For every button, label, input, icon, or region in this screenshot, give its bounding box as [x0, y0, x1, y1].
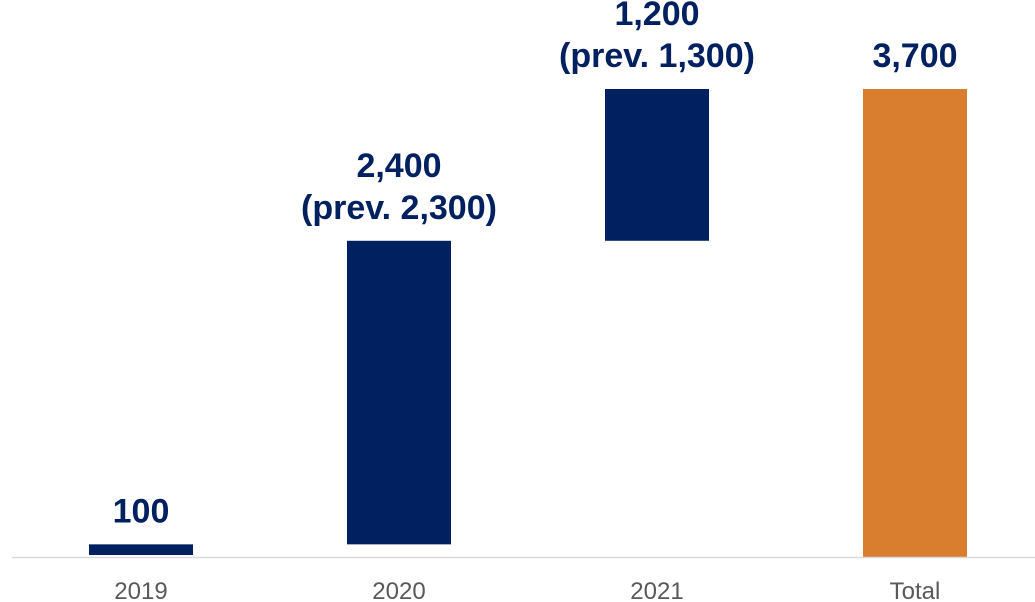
value-label-2021-prev: (prev. 1,300): [559, 37, 755, 75]
value-labels-group: 100 2,400 (prev. 2,300) 1,200 (prev. 1,300) 3…: [113, 0, 958, 530]
bar-total: [863, 89, 967, 557]
value-label-2021: 1,200: [614, 0, 699, 33]
value-label-2020-prev: (prev. 2,300): [301, 189, 497, 227]
value-label-2019: 100: [113, 492, 170, 530]
bar-2019: [89, 544, 193, 555]
bar-2021: [605, 89, 709, 241]
x-tick-label-2021: 2021: [630, 578, 683, 602]
x-tick-label-2020: 2020: [372, 578, 425, 602]
value-label-total: 3,700: [872, 37, 957, 75]
x-tick-label-2019: 2019: [114, 578, 167, 602]
value-label-2020: 2,400: [356, 147, 441, 185]
bars-group: [89, 89, 967, 557]
x-tick-labels-group: 2019 2020 2021 Total: [114, 578, 940, 602]
bar-2020: [347, 240, 451, 545]
x-tick-label-total: Total: [890, 578, 941, 602]
